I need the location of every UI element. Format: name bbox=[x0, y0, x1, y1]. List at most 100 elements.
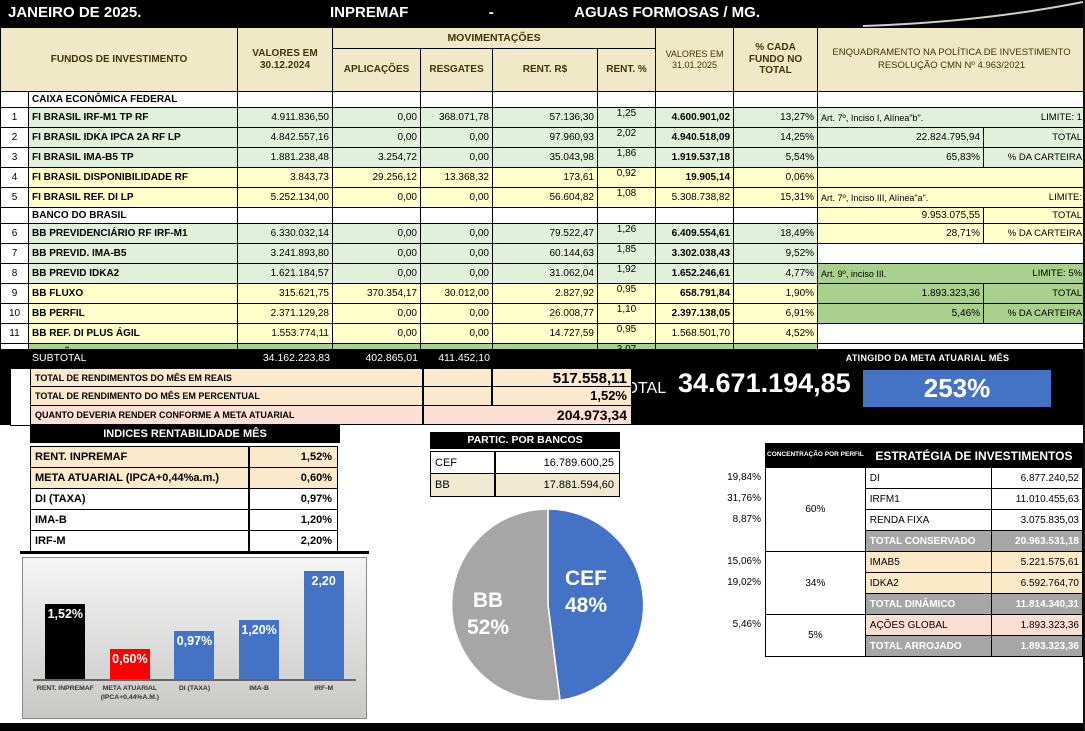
valores-3101-cell[interactable]: 5.308.738,82 bbox=[655, 187, 735, 208]
valores-3101-cell[interactable]: 6.409.554,61 bbox=[655, 223, 735, 244]
strategy-value-cell[interactable]: 1.893.323,36 bbox=[990, 614, 1083, 636]
rent-pct-cell[interactable]: 1,86 bbox=[596, 147, 657, 168]
rent-pct-cell[interactable]: 0,95 bbox=[596, 323, 657, 344]
row-number-cell[interactable] bbox=[0, 91, 29, 108]
rent-rs-cell[interactable]: 97.960,93 bbox=[492, 127, 598, 148]
pct-fundo-cell[interactable]: 14,25% bbox=[733, 127, 819, 148]
valores-3012-cell[interactable]: 3.241.893,80 bbox=[237, 243, 333, 264]
resgates-cell[interactable]: 0,00 bbox=[420, 243, 493, 264]
perfil-conservador-cell[interactable]: 60% bbox=[765, 467, 866, 552]
resgates-cell[interactable]: 0,00 bbox=[420, 263, 493, 284]
pct-fundo-cell[interactable]: 9,52% bbox=[733, 243, 819, 264]
valores-3012-cell[interactable]: 1.621.184,57 bbox=[237, 263, 333, 284]
enquadramento-label-cell[interactable]: LIMITE: bbox=[983, 187, 1083, 208]
row-number-cell[interactable]: 6 bbox=[0, 223, 29, 244]
enquadramento-label-cell[interactable]: % DA CARTEIRA bbox=[983, 223, 1083, 244]
valores-3101-cell[interactable]: 4.940.518,09 bbox=[655, 127, 735, 148]
rent-rs-cell[interactable]: 35.043,98 bbox=[492, 147, 598, 168]
pct-fundo-cell[interactable]: 5,54% bbox=[733, 147, 819, 168]
resgates-cell[interactable] bbox=[420, 207, 493, 224]
index-label-cell[interactable]: IRF-M bbox=[30, 530, 249, 553]
row-number-cell[interactable]: 9 bbox=[0, 283, 29, 304]
enquadramento-label-cell[interactable] bbox=[983, 243, 1083, 264]
aplicacoes-cell[interactable]: 29.256,12 bbox=[332, 167, 421, 188]
row-number-cell[interactable]: 8 bbox=[0, 263, 29, 284]
valores-3012-cell[interactable]: 6.330.032,14 bbox=[237, 223, 333, 244]
pct-fundo-cell[interactable]: 0,06% bbox=[733, 167, 819, 188]
rent-rs-cell[interactable]: 173,61 bbox=[492, 167, 598, 188]
strategy-label-cell[interactable]: IMAB5 bbox=[864, 551, 992, 573]
index-label-cell[interactable]: RENT. INPREMAF bbox=[30, 446, 249, 469]
fund-name-cell[interactable]: FI BRASIL REF. DI LP bbox=[28, 187, 238, 208]
enquadramento-label-cell[interactable] bbox=[983, 91, 1083, 108]
enquadramento-cell[interactable]: 65,83% bbox=[817, 147, 985, 168]
rent-pct-cell[interactable]: 1,08 bbox=[596, 187, 657, 208]
row-number-cell[interactable]: 5 bbox=[0, 187, 29, 208]
fund-name-cell[interactable]: CAIXA ECONÔMICA FEDERAL bbox=[28, 91, 238, 108]
enquadramento-cell[interactable] bbox=[817, 243, 984, 264]
enquadramento-cell[interactable]: Art. 9º, inciso III. bbox=[817, 263, 984, 284]
rent-pct-cell[interactable]: 1,25 bbox=[596, 107, 657, 128]
rent-pct-cell[interactable]: 0,92 bbox=[596, 167, 657, 188]
resgates-cell[interactable]: 0,00 bbox=[420, 147, 493, 168]
pct-fundo-cell[interactable]: 4,77% bbox=[733, 263, 819, 284]
rent-rs-cell[interactable]: 26.008,77 bbox=[492, 303, 598, 324]
valores-3101-cell[interactable]: 3.302.038,43 bbox=[655, 243, 735, 264]
strategy-total-label-cell[interactable]: TOTAL CONSERVADO bbox=[864, 530, 992, 552]
strategy-value-cell[interactable]: 11.010.455,63 bbox=[990, 488, 1083, 510]
aplicacoes-cell[interactable]: 0,00 bbox=[332, 303, 421, 324]
fund-name-cell[interactable]: BB FLUXO bbox=[28, 283, 238, 304]
resgates-cell[interactable]: 30.012,00 bbox=[420, 283, 493, 304]
rent-pct-cell[interactable]: 1,85 bbox=[596, 243, 657, 264]
aplicacoes-cell[interactable]: 0,00 bbox=[332, 187, 421, 208]
valores-3012-cell[interactable]: 2.371.129,28 bbox=[237, 303, 333, 324]
rent-pct-cell[interactable] bbox=[596, 207, 657, 224]
resgates-cell[interactable]: 0,00 bbox=[420, 323, 493, 344]
valores-3101-cell[interactable] bbox=[655, 91, 735, 108]
strategy-label-cell[interactable]: IDKA2 bbox=[864, 572, 992, 594]
aplicacoes-cell[interactable]: 0,00 bbox=[332, 127, 421, 148]
valores-3012-cell[interactable]: 3.843,73 bbox=[237, 167, 333, 188]
total-row-spacer[interactable] bbox=[423, 386, 492, 406]
row-number-cell[interactable]: 3 bbox=[0, 147, 29, 168]
aplicacoes-cell[interactable] bbox=[332, 91, 421, 108]
rent-pct-cell[interactable]: 1,10 bbox=[596, 303, 657, 324]
fund-name-cell[interactable]: BANCO DO BRASIL bbox=[28, 207, 238, 224]
rent-rs-cell[interactable]: 79.522,47 bbox=[492, 223, 598, 244]
total-row-label[interactable]: TOTAL DE RENDIMENTO DO MÊS EM PERCENTUAL bbox=[30, 386, 423, 406]
enquadramento-cell[interactable]: 5,46% bbox=[817, 303, 985, 324]
row-number-cell[interactable]: 11 bbox=[0, 323, 29, 344]
resgates-cell[interactable]: 0,00 bbox=[420, 127, 493, 148]
valores-3012-cell[interactable]: 5.252.134,00 bbox=[237, 187, 333, 208]
pct-fundo-cell[interactable]: 15,31% bbox=[733, 187, 819, 208]
rent-rs-cell[interactable]: 57.136,30 bbox=[492, 107, 598, 128]
enquadramento-label-cell[interactable] bbox=[983, 323, 1083, 344]
valores-3101-cell[interactable]: 1.652.246,61 bbox=[655, 263, 735, 284]
strategy-value-cell[interactable]: 6.877.240,52 bbox=[990, 467, 1083, 489]
rent-rs-cell[interactable]: 31.062,04 bbox=[492, 263, 598, 284]
enquadramento-cell[interactable]: 28,71% bbox=[817, 223, 985, 244]
enquadramento-label-cell[interactable]: LIMITE: 5% bbox=[983, 263, 1083, 284]
total-row-label[interactable]: QUANTO DEVERIA RENDER CONFORME A META AT… bbox=[30, 405, 423, 425]
fund-name-cell[interactable]: BB PREVIDENCIÁRIO RF IRF-M1 bbox=[28, 223, 238, 244]
index-label-cell[interactable]: DI (TAXA) bbox=[30, 488, 249, 511]
valores-3101-cell[interactable]: 19.905,14 bbox=[655, 167, 735, 188]
row-number-cell[interactable]: 1 bbox=[0, 107, 29, 128]
rent-pct-cell[interactable] bbox=[596, 91, 657, 108]
pct-fundo-cell[interactable] bbox=[733, 91, 819, 108]
enquadramento-cell[interactable]: Art. 7º, Inciso III, Alínea"a". bbox=[817, 187, 984, 208]
aplicacoes-cell[interactable]: 3.254,72 bbox=[332, 147, 421, 168]
aplicacoes-cell[interactable]: 0,00 bbox=[332, 107, 421, 128]
bank-value-cell[interactable]: 16.789.600,25 bbox=[495, 451, 620, 475]
enquadramento-cell[interactable] bbox=[817, 167, 984, 188]
bank-label-cell[interactable]: BB bbox=[430, 473, 495, 497]
rent-rs-cell[interactable]: 60.144,63 bbox=[492, 243, 598, 264]
strategy-label-cell[interactable]: IRFM1 bbox=[864, 488, 992, 510]
valores-3101-cell[interactable]: 1.568.501,70 bbox=[655, 323, 735, 344]
valores-3012-cell[interactable]: 1.553.774,11 bbox=[237, 323, 333, 344]
rent-rs-cell[interactable]: 56.604,82 bbox=[492, 187, 598, 208]
valores-3101-cell[interactable] bbox=[655, 207, 735, 224]
rent-pct-cell[interactable]: 0,95 bbox=[596, 283, 657, 304]
pct-fundo-cell[interactable]: 6,91% bbox=[733, 303, 819, 324]
strategy-label-cell[interactable]: AÇÕES GLOBAL bbox=[864, 614, 992, 636]
